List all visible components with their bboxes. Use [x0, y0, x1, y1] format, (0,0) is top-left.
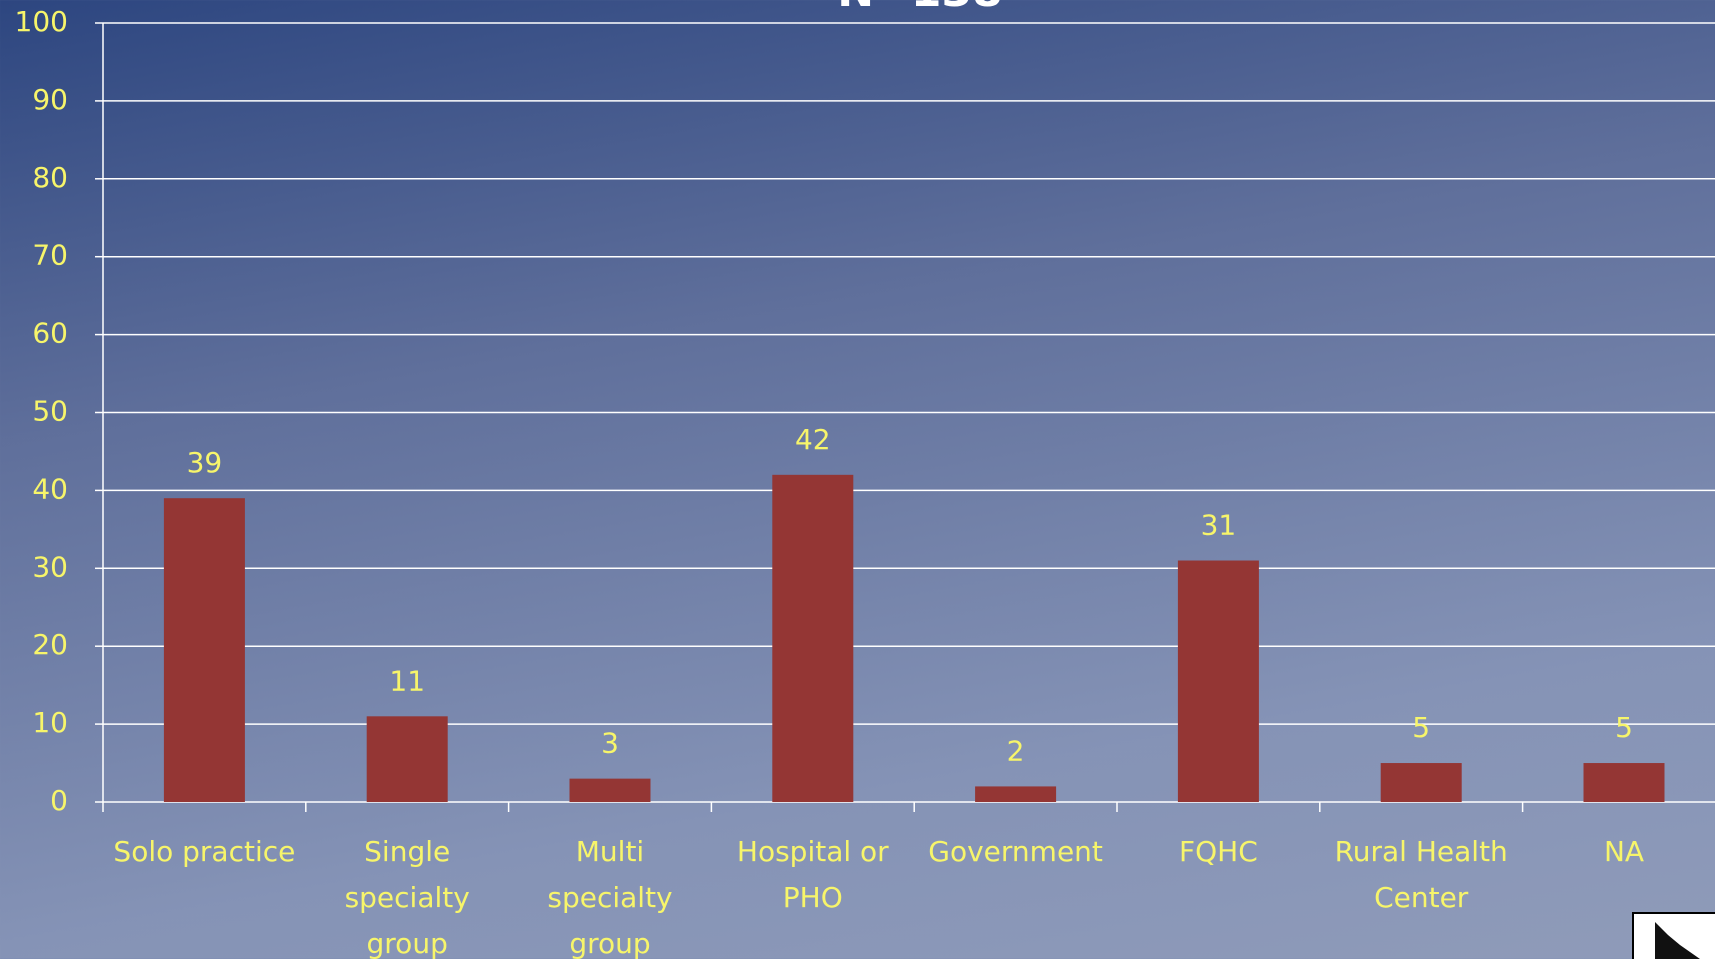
y-tick-label: 20 — [32, 628, 68, 661]
x-tick-label: NA — [1603, 835, 1645, 868]
bar — [1380, 763, 1462, 802]
data-label: 5 — [1615, 711, 1633, 744]
x-tick-label: Solo practice — [113, 835, 296, 868]
y-tick-label: 30 — [32, 550, 68, 583]
x-tick-label: Government — [928, 835, 1103, 868]
y-tick-label: 70 — [32, 239, 68, 272]
x-tick-label: Multi specialty group — [547, 835, 673, 959]
data-label: 2 — [1007, 734, 1025, 767]
logo — [1632, 912, 1715, 959]
y-tick-label: 50 — [32, 395, 68, 428]
data-label: 42 — [795, 423, 831, 456]
x-tick-label: FQHC — [1179, 835, 1258, 868]
y-tick-label: 0 — [50, 784, 68, 817]
bar — [975, 786, 1057, 802]
bar — [569, 778, 651, 802]
bar — [163, 498, 245, 802]
x-tick-label: Single specialty group — [344, 835, 470, 959]
data-label: 39 — [187, 446, 223, 479]
data-label: 5 — [1412, 711, 1430, 744]
y-tick-label: 10 — [32, 706, 68, 739]
data-label: 11 — [389, 664, 425, 697]
y-tick-label: 80 — [32, 161, 68, 194]
y-tick-label: 100 — [15, 5, 68, 38]
data-label: 3 — [601, 727, 619, 760]
bar — [1177, 560, 1259, 802]
bar — [1583, 763, 1665, 802]
chart-title: N=138 — [837, 0, 1003, 17]
y-tick-label: 40 — [32, 472, 68, 505]
bar — [772, 474, 854, 802]
y-tick-label: 60 — [32, 317, 68, 350]
data-label: 31 — [1201, 509, 1237, 542]
bar — [366, 716, 448, 802]
y-tick-label: 90 — [32, 83, 68, 116]
x-tick-label: Rural Health Center — [1334, 835, 1508, 914]
x-tick-label: Hospital or PHO — [736, 835, 889, 914]
